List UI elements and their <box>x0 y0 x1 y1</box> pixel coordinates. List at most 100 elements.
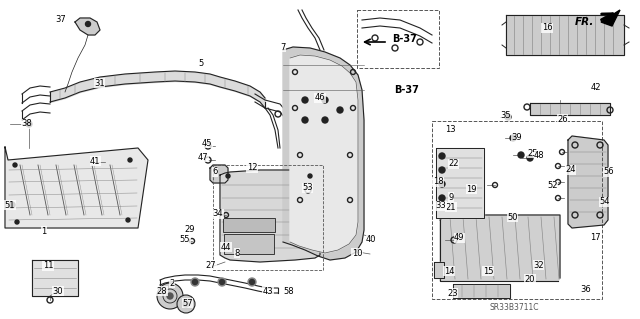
Circle shape <box>337 107 343 113</box>
Polygon shape <box>434 262 444 278</box>
Text: 48: 48 <box>534 151 545 160</box>
Polygon shape <box>220 170 320 262</box>
Bar <box>432 121 602 299</box>
Bar <box>357 10 439 68</box>
Text: 41: 41 <box>90 157 100 166</box>
Circle shape <box>218 278 226 286</box>
Circle shape <box>86 21 90 26</box>
Circle shape <box>126 218 130 222</box>
Text: 8: 8 <box>234 249 240 257</box>
Text: 6: 6 <box>212 167 218 176</box>
Text: 13: 13 <box>445 125 455 135</box>
Text: 9: 9 <box>449 192 454 202</box>
Text: 51: 51 <box>4 201 15 210</box>
Text: 40: 40 <box>366 234 376 243</box>
Text: 52: 52 <box>547 182 557 190</box>
Bar <box>224 234 274 254</box>
Polygon shape <box>601 10 620 26</box>
Circle shape <box>322 97 328 103</box>
Circle shape <box>439 153 445 159</box>
Text: 55: 55 <box>180 235 190 244</box>
Circle shape <box>250 279 255 285</box>
Polygon shape <box>210 165 228 183</box>
Text: 56: 56 <box>603 167 614 176</box>
Text: 10: 10 <box>352 249 362 257</box>
Text: 49: 49 <box>454 234 465 242</box>
Text: 32: 32 <box>533 261 543 270</box>
Text: 33: 33 <box>436 202 446 211</box>
Circle shape <box>510 135 516 141</box>
Text: 1: 1 <box>42 226 47 235</box>
Circle shape <box>157 283 183 309</box>
Text: 2: 2 <box>170 278 175 287</box>
Circle shape <box>183 301 189 307</box>
Text: 17: 17 <box>590 234 600 242</box>
Text: 22: 22 <box>448 160 458 168</box>
Text: 25: 25 <box>527 149 538 158</box>
Text: 58: 58 <box>283 286 294 295</box>
Text: 43: 43 <box>262 286 273 295</box>
Circle shape <box>322 117 328 123</box>
Text: 28: 28 <box>157 286 167 295</box>
Polygon shape <box>568 136 608 228</box>
Text: 47: 47 <box>198 152 209 161</box>
Text: 23: 23 <box>447 288 458 298</box>
Text: 30: 30 <box>52 286 63 295</box>
Text: B-37: B-37 <box>394 85 419 95</box>
Polygon shape <box>506 15 624 55</box>
Circle shape <box>302 117 308 123</box>
Text: 35: 35 <box>500 112 511 121</box>
Polygon shape <box>5 147 148 228</box>
Text: 20: 20 <box>525 275 535 284</box>
Circle shape <box>302 97 308 103</box>
Circle shape <box>518 152 524 158</box>
Text: 31: 31 <box>94 78 104 87</box>
Text: 29: 29 <box>185 225 195 234</box>
Circle shape <box>439 181 445 187</box>
Circle shape <box>26 121 32 127</box>
Text: 18: 18 <box>433 177 444 187</box>
Bar <box>223 218 275 232</box>
Circle shape <box>9 202 15 208</box>
Text: 26: 26 <box>557 115 568 123</box>
Bar <box>213 165 323 270</box>
Circle shape <box>248 278 256 286</box>
Polygon shape <box>453 284 510 298</box>
Text: 11: 11 <box>43 262 53 271</box>
Text: 16: 16 <box>541 24 552 33</box>
Circle shape <box>439 167 445 173</box>
Polygon shape <box>290 55 358 253</box>
Text: 24: 24 <box>565 166 575 174</box>
Text: 53: 53 <box>302 183 312 192</box>
Polygon shape <box>75 18 100 35</box>
Circle shape <box>505 114 511 120</box>
Circle shape <box>220 279 225 285</box>
Circle shape <box>193 279 198 285</box>
Polygon shape <box>530 103 610 115</box>
Circle shape <box>527 155 533 161</box>
Circle shape <box>177 295 195 313</box>
Circle shape <box>191 278 199 286</box>
Text: 37: 37 <box>56 14 67 24</box>
Text: 54: 54 <box>599 197 609 206</box>
Circle shape <box>15 220 19 224</box>
Text: 15: 15 <box>483 266 493 276</box>
Text: 21: 21 <box>445 203 456 211</box>
Text: 46: 46 <box>315 93 325 102</box>
Text: 44: 44 <box>221 242 231 251</box>
Polygon shape <box>32 260 78 296</box>
Text: B-37: B-37 <box>392 34 417 44</box>
Circle shape <box>226 174 230 178</box>
Text: 57: 57 <box>182 299 193 308</box>
Text: 38: 38 <box>22 120 33 129</box>
Text: 45: 45 <box>202 138 212 147</box>
Text: 14: 14 <box>444 266 454 276</box>
Circle shape <box>167 293 173 299</box>
Text: SR33B3711C: SR33B3711C <box>490 303 540 313</box>
Text: FR.: FR. <box>575 17 594 27</box>
Polygon shape <box>440 215 560 281</box>
Text: 39: 39 <box>511 133 522 143</box>
Circle shape <box>13 163 17 167</box>
Text: 42: 42 <box>591 84 602 93</box>
Circle shape <box>128 158 132 162</box>
